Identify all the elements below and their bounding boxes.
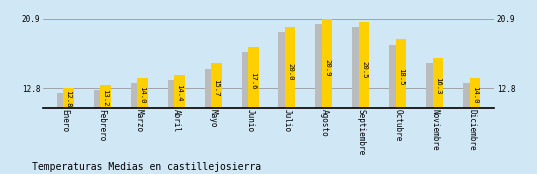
Bar [285,27,295,108]
Text: 20.0: 20.0 [287,63,293,80]
Bar [130,83,141,108]
Bar [279,32,289,108]
Bar [137,78,148,108]
Text: 18.5: 18.5 [398,68,404,86]
Bar [93,90,104,108]
Bar [174,74,185,108]
Bar [389,45,400,108]
Text: 20.5: 20.5 [361,61,367,78]
Bar [433,58,444,108]
Bar [242,52,252,108]
Bar [463,83,474,108]
Text: 13.2: 13.2 [103,89,108,106]
Text: 14.0: 14.0 [472,86,478,103]
Bar [322,19,332,108]
Text: 14.4: 14.4 [176,84,183,102]
Bar [168,80,178,108]
Bar [315,24,326,108]
Bar [426,63,437,108]
Bar [63,88,74,108]
Bar [359,22,369,108]
Bar [248,47,258,108]
Text: 15.7: 15.7 [213,79,220,97]
Bar [56,93,67,108]
Text: 14.0: 14.0 [140,86,146,103]
Bar [205,69,215,108]
Bar [396,39,407,108]
Text: 17.6: 17.6 [250,72,256,89]
Text: 20.9: 20.9 [324,59,330,77]
Text: 16.3: 16.3 [435,77,441,94]
Bar [470,78,481,108]
Bar [352,27,363,108]
Text: 12.8: 12.8 [66,90,71,108]
Bar [100,85,111,108]
Bar [211,63,222,108]
Text: Temperaturas Medias en castillejosierra: Temperaturas Medias en castillejosierra [32,162,262,172]
